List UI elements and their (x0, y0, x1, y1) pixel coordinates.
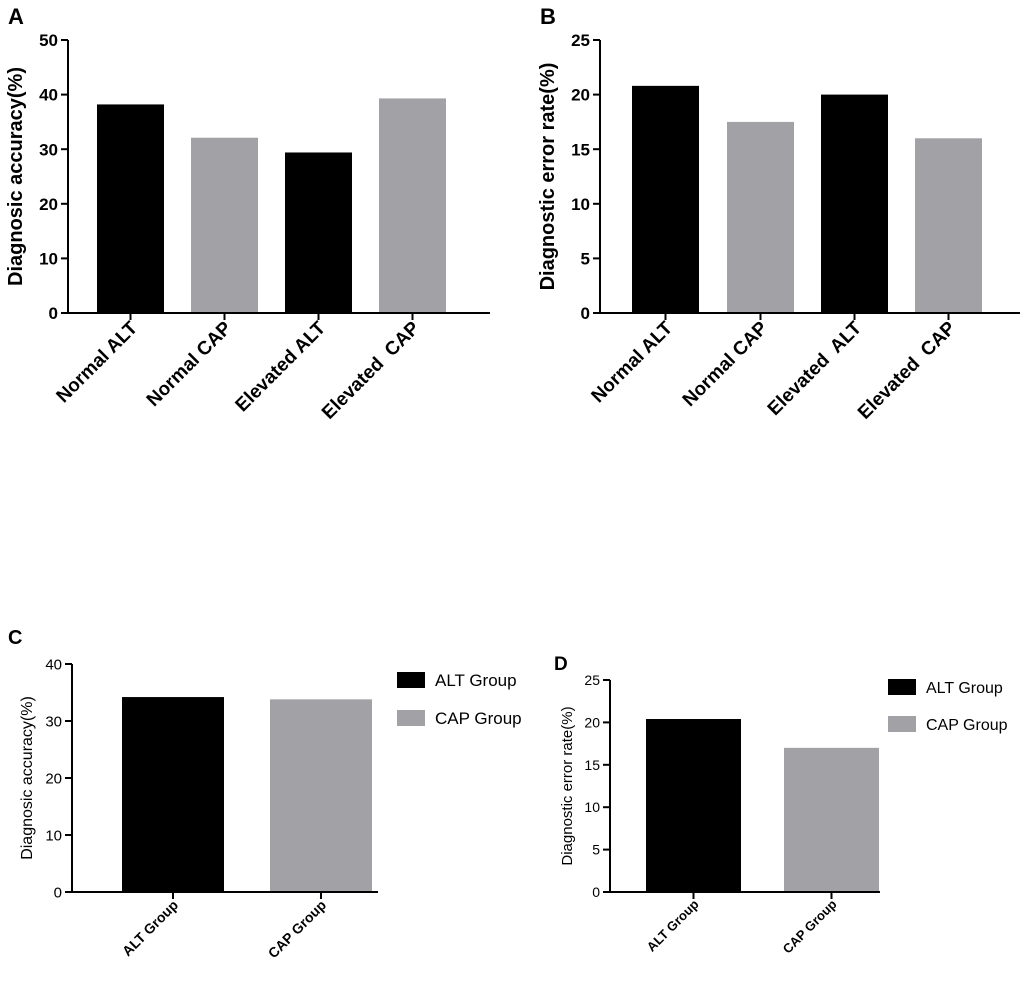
legend-label: CAP Group (435, 709, 522, 728)
y-tick-label: 15 (584, 757, 600, 773)
panel-d: D 0 5 10 15 20 25 ALT Group CAP Group Diagnostic … (554, 654, 1008, 956)
x-tick-label: Normal CAP (143, 317, 236, 410)
panel-label: B (540, 4, 556, 29)
y-tick-label: 0 (581, 304, 590, 323)
y-tick-label: 20 (45, 770, 62, 787)
x-tick-label: Elevated ALT (764, 317, 866, 419)
bar-4 (915, 138, 982, 313)
y-tick-label: 5 (592, 842, 600, 858)
x-tick-label: CAP Group (780, 896, 840, 956)
y-tick-label: 40 (45, 656, 62, 673)
x-tick-label: ALT Group (644, 896, 702, 954)
x-tick-label: Elevated CAP (854, 317, 960, 423)
y-tick-label: 15 (571, 140, 590, 159)
y-tick-label: 20 (584, 714, 600, 730)
legend-label: ALT Group (926, 680, 1003, 697)
bar-2 (270, 699, 372, 892)
legend-label: CAP Group (926, 717, 1008, 734)
bar-1 (632, 85, 699, 313)
legend-swatch (397, 672, 425, 688)
legend-swatch (888, 716, 916, 732)
y-tick-label: 10 (571, 195, 590, 214)
y-axis-label: Diagnosic accuracy(%) (5, 67, 27, 286)
y-axis-label: Diagnostic error rate(%) (559, 706, 576, 865)
bar-2 (784, 747, 879, 892)
bar-4 (379, 98, 446, 313)
panel-label: C (8, 627, 22, 649)
y-axis-label: Diagnostic error rate(%) (537, 63, 559, 291)
panel-label: D (554, 654, 568, 675)
y-tick-label: 30 (39, 140, 58, 159)
y-tick-label: 10 (584, 799, 600, 815)
y-tick-label: 10 (39, 250, 58, 269)
x-tick-label: ALT Group (119, 897, 181, 959)
y-axis-label: Diagnosic accuracy(%) (19, 696, 36, 860)
x-tick-label: CAP Group (265, 897, 329, 961)
bar-1 (122, 697, 224, 892)
y-tick-label: 0 (54, 884, 62, 901)
panel-label: A (8, 4, 24, 29)
bar-3 (285, 152, 352, 313)
y-tick-label: 50 (39, 31, 58, 50)
bar-2 (727, 121, 794, 314)
bar-3 (821, 94, 888, 313)
y-tick-label: 10 (45, 827, 62, 844)
bar-1 (97, 104, 164, 313)
x-tick-label: Normal CAP (679, 317, 772, 410)
y-tick-label: 5 (581, 250, 590, 269)
x-tick-label: Elevated ALT (232, 317, 331, 416)
y-tick-label: 20 (39, 195, 58, 214)
x-tick-label: Normal ALT (588, 317, 678, 407)
legend-label: ALT Group (435, 671, 517, 690)
x-tick-label: Elevated CAP (318, 317, 424, 423)
legend: ALT Group CAP Group (397, 671, 522, 728)
legend: ALT Group CAP Group (888, 679, 1008, 734)
legend-swatch (397, 710, 425, 726)
legend-swatch (888, 679, 916, 695)
y-tick-label: 20 (571, 86, 590, 105)
y-tick-label: 0 (49, 304, 58, 323)
y-tick-label: 40 (39, 86, 58, 105)
bar-2 (191, 137, 258, 313)
x-tick-label: Normal ALT (53, 317, 143, 407)
y-tick-label: 30 (45, 713, 62, 730)
y-tick-label: 25 (584, 672, 600, 688)
panel-c: C 0 10 20 30 40 ALT Group CAP Group Diagnosic ac… (8, 627, 522, 961)
y-tick-label: 25 (571, 31, 590, 50)
bar-1 (646, 719, 741, 892)
y-tick-label: 0 (592, 884, 600, 900)
